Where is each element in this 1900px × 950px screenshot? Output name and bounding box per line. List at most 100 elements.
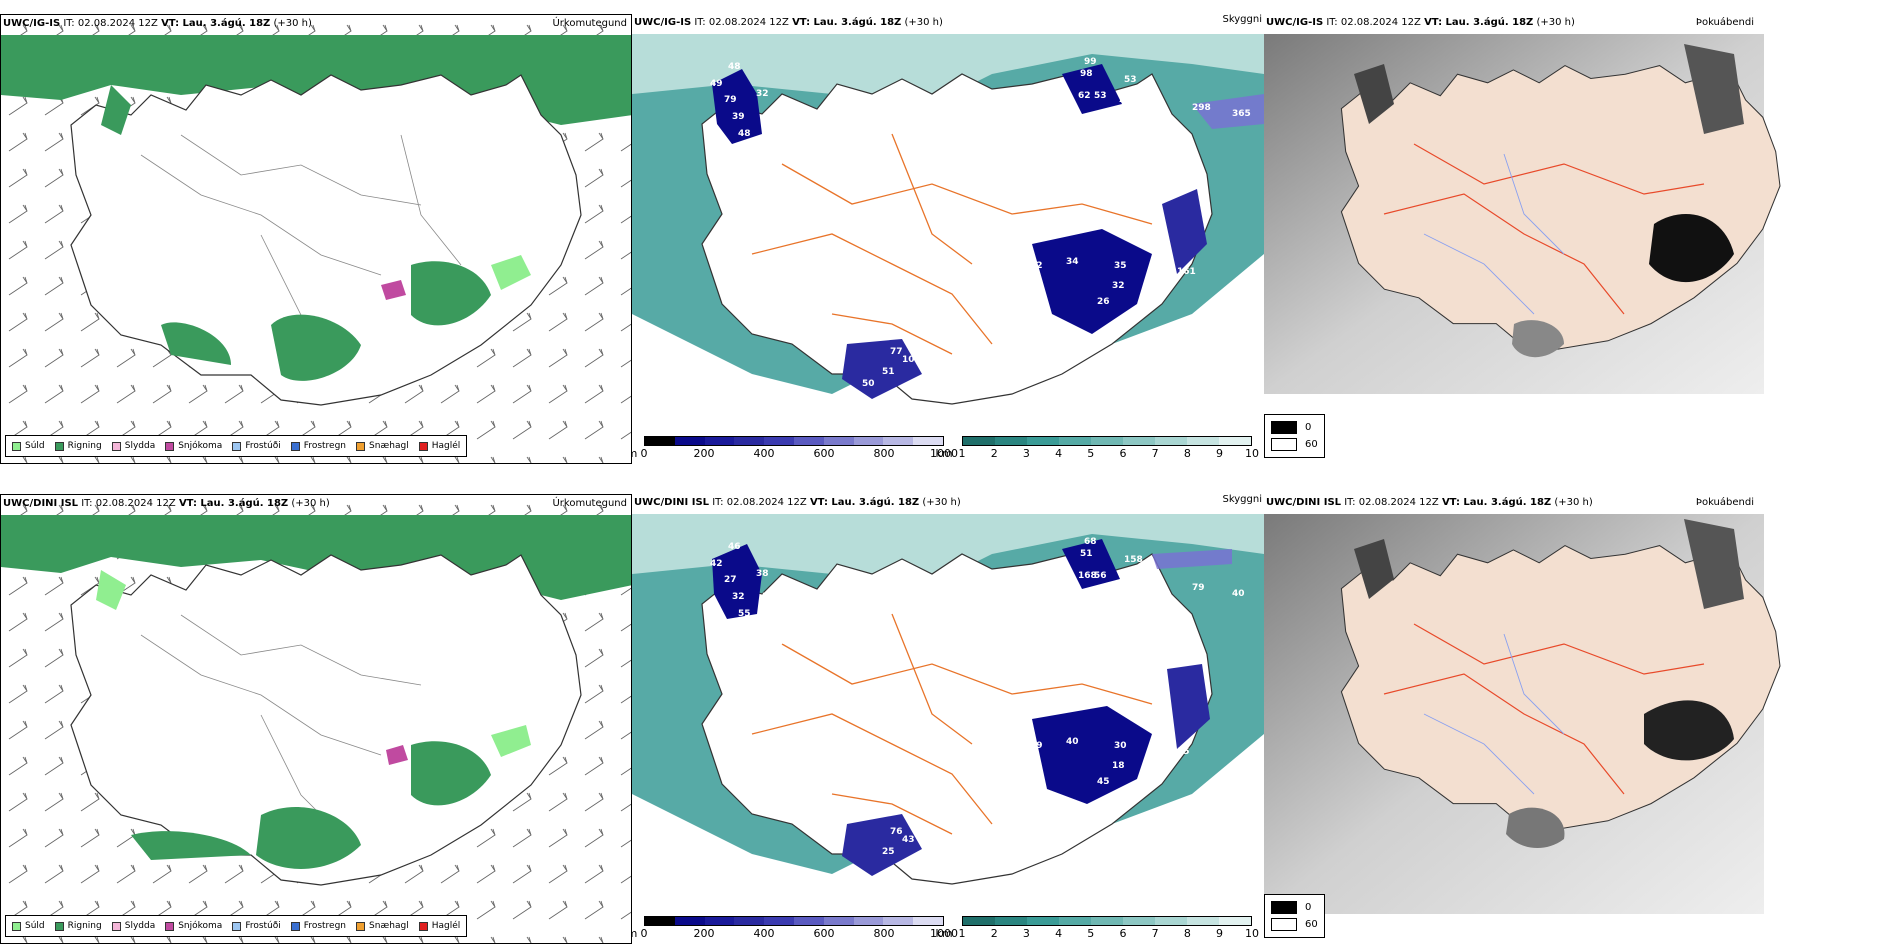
- precip-map: [1, 15, 631, 463]
- legend-swatch: [232, 921, 242, 931]
- fog-legend: 0 60: [1264, 894, 1325, 938]
- cloud-base-value: 102: [1070, 809, 1089, 819]
- fog-panel-row1: UWC/IG-IS IT: 02.08.2024 12Z VT: Lau. 3.…: [1264, 14, 1900, 464]
- precip-panel-row1: UWC/IG-IS IT: 02.08.2024 12Z VT: Lau. 3.…: [0, 14, 632, 464]
- legend-swatch: [165, 921, 175, 931]
- cloud-base-value: 68: [1084, 537, 1097, 547]
- legend-swatch: [12, 441, 21, 451]
- cloud-base-value: 57: [858, 103, 871, 113]
- cloud-base-value: 107: [902, 355, 921, 365]
- cloud-base-value: 49: [710, 79, 723, 89]
- cloud-base-value: 30: [1114, 741, 1127, 751]
- cloud-base-value: 32: [756, 89, 769, 99]
- legend-item: Frostregn: [290, 441, 346, 451]
- legend-item: Snæhagl: [356, 921, 409, 931]
- visibility-colorbar: km 1 2 3 4 5 6 7 8 9 10: [935, 436, 1259, 460]
- cloud-base-value: 79: [724, 95, 737, 105]
- panel-title: UWC/DINI ISL IT: 02.08.2024 12Z VT: Lau.…: [634, 497, 961, 508]
- fog-legend-item: 60: [1271, 436, 1318, 453]
- legend-swatch: [290, 921, 300, 931]
- panel-title: UWC/IG-IS IT: 02.08.2024 12Z VT: Lau. 3.…: [1266, 17, 1575, 28]
- fog-legend-item: 60: [1271, 916, 1318, 933]
- panel-title: UWC/IG-IS IT: 02.08.2024 12Z VT: Lau. 3.…: [634, 17, 943, 28]
- legend-swatch: [12, 921, 21, 931]
- panel-label: Þokuábendi: [1695, 497, 1754, 508]
- cloud-base-value: 29: [1030, 741, 1043, 751]
- cloud-base-value: 365: [1232, 109, 1251, 119]
- legend-item: Snjókoma: [165, 441, 222, 451]
- legend-swatch: [1271, 901, 1297, 914]
- cloud-base-value: 53: [1124, 75, 1137, 85]
- cloud-base-value: 29: [782, 637, 795, 647]
- legend-swatch: [232, 441, 242, 451]
- legend-item: Snjókoma: [165, 921, 222, 931]
- precip-legend: Súld Rigning Slydda Snjókoma Frostúði Fr…: [5, 435, 468, 457]
- cloud-base-value: 53: [1094, 91, 1107, 101]
- panel-title: UWC/DINI ISL IT: 02.08.2024 12Z VT: Lau.…: [3, 498, 330, 509]
- cloud-base-value: 55: [738, 609, 751, 619]
- cloud-base-value: 61: [782, 595, 795, 605]
- legend-swatch: [418, 441, 428, 451]
- cloud-base-value: 98: [1080, 69, 1093, 79]
- ceiling-ticks: m 0 200 400 600 800 1000: [632, 447, 958, 460]
- cloud-base-value: 22: [1070, 329, 1083, 339]
- fog-map: [1264, 514, 1781, 914]
- panel-label: Úrkomutegund: [552, 498, 627, 509]
- cloud-base-value: 56: [1094, 571, 1107, 581]
- fog-map: [1264, 34, 1781, 394]
- cloud-base-value: 26: [1097, 297, 1110, 307]
- cloud-base-value: 33: [782, 115, 795, 125]
- cloud-base-value: 74: [782, 157, 795, 167]
- panel-label: Þokuábendi: [1695, 17, 1754, 28]
- legend-item: Rigning: [54, 441, 102, 451]
- cloud-base-value: 52: [1148, 99, 1161, 109]
- legend-swatch: [418, 921, 428, 931]
- cloud-base-value: 226: [858, 583, 877, 593]
- cloud-base-value: 68: [1132, 97, 1145, 107]
- cloud-base-value: 79: [1118, 95, 1131, 105]
- panel-title: UWC/IG-IS IT: 02.08.2024 12Z VT: Lau. 3.…: [3, 18, 312, 29]
- legend-swatch: [1271, 421, 1297, 434]
- cloud-base-value: 27: [724, 575, 737, 585]
- fog-legend-item: 0: [1271, 419, 1318, 436]
- cloud-base-value: 77: [890, 347, 903, 357]
- cloud-panel-row2: UWC/DINI ISL IT: 02.08.2024 12Z VT: Lau.…: [632, 494, 1264, 944]
- legend-item: Rigning: [54, 921, 102, 931]
- cloud-base-value: 32: [1112, 281, 1125, 291]
- legend-swatch: [1271, 438, 1297, 451]
- legend-item: Frostregn: [290, 921, 346, 931]
- visibility-colorbar: km 1 2 3 4 5 6 7 8 9 10: [935, 916, 1259, 940]
- visibility-ticks: km 1 2 3 4 5 6 7 8 9 10: [935, 927, 1259, 940]
- legend-item: Frostúði: [232, 441, 281, 451]
- cloud-base-value: 61: [1177, 175, 1190, 185]
- cloud-base-value: 41: [762, 112, 775, 122]
- cloud-base-value: 158: [1124, 555, 1143, 565]
- legend-swatch: [165, 441, 175, 451]
- cloud-base-value: 25: [914, 382, 927, 392]
- visibility-ticks: km 1 2 3 4 5 6 7 8 9 10: [935, 447, 1259, 460]
- legend-item: Snæhagl: [356, 441, 409, 451]
- cloud-base-value: 98: [1148, 579, 1161, 589]
- cloud-base-value: 43: [902, 835, 915, 845]
- cloud-base-value: 48: [728, 62, 741, 72]
- cloud-base-value: 50: [862, 379, 875, 389]
- cloud-base-value: 25: [882, 847, 895, 857]
- cloud-base-value: 51: [882, 367, 895, 377]
- legend-swatch: [111, 921, 121, 931]
- cloud-base-value: 32: [1177, 655, 1190, 665]
- legend-item: Súld: [12, 441, 45, 451]
- cloud-base-value: 76: [890, 827, 903, 837]
- fog-panel-row2: UWC/DINI ISL IT: 02.08.2024 12Z VT: Lau.…: [1264, 494, 1900, 944]
- cloud-base-value: 112: [1118, 575, 1137, 585]
- legend-item: Haglél: [418, 441, 460, 451]
- fog-legend: 0 60: [1264, 414, 1325, 458]
- cloud-base-value: 51: [1080, 549, 1093, 559]
- cloud-base-value: 39: [762, 592, 775, 602]
- cloud-base-value: 35: [1177, 747, 1190, 757]
- legend-swatch: [111, 441, 121, 451]
- legend-swatch: [356, 441, 366, 451]
- legend-item: Slydda: [111, 441, 155, 451]
- panel-label: Úrkomutegund: [552, 18, 627, 29]
